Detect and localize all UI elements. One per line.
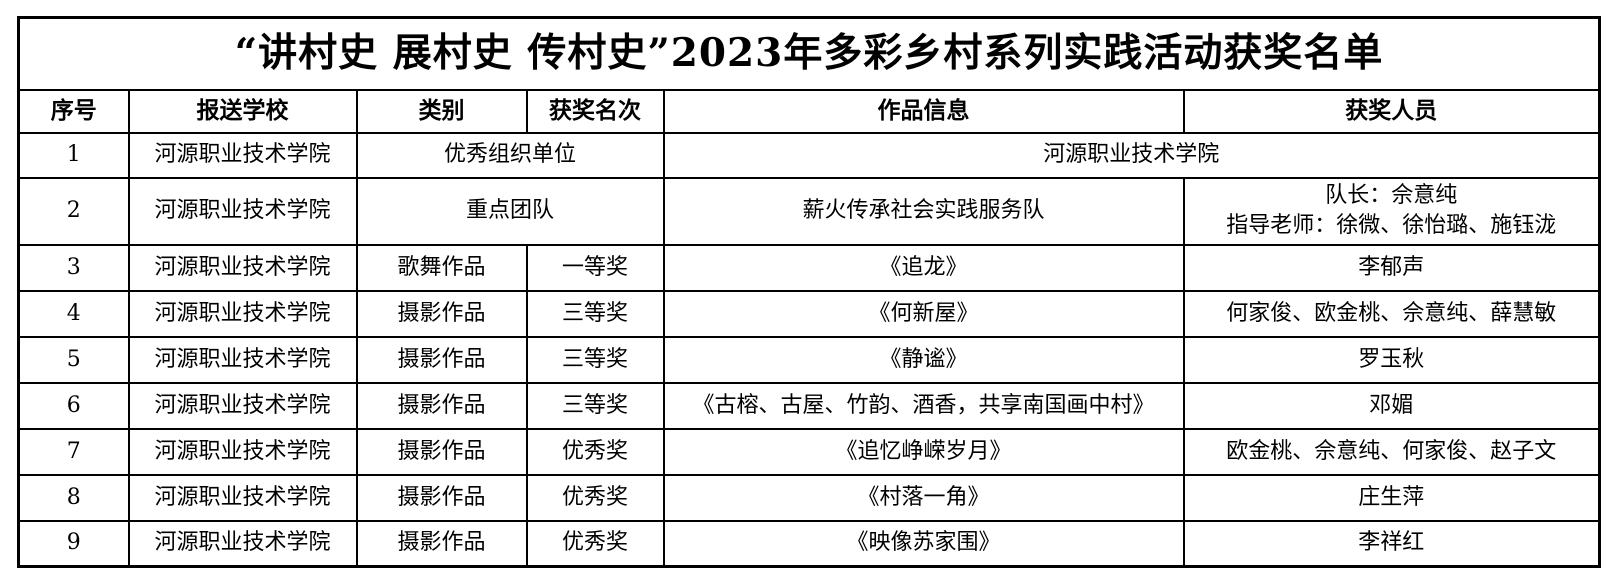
cell-serial: 5	[17, 335, 130, 384]
cell-work: 《追龙》	[662, 243, 1185, 292]
table-row: 7 河源职业技术学院 摄影作品 优秀奖 《追忆峥嵘岁月》 欧金桃、佘意纯、何家俊、赵子文	[17, 427, 1601, 476]
cell-category: 摄影作品	[355, 289, 528, 338]
cell-work: 河源职业技术学院	[662, 131, 1601, 179]
cell-rank: 优秀奖	[525, 427, 665, 476]
cell-rank: 优秀奖	[525, 473, 665, 522]
cell-school: 河源职业技术学院	[127, 289, 358, 338]
cell-rank: 三等奖	[525, 289, 665, 338]
cell-category: 摄影作品	[355, 335, 528, 384]
cell-awardees: 罗玉秋	[1182, 335, 1601, 384]
cell-work: 《古榕、古屋、竹韵、酒香，共享南国画中村》	[662, 381, 1185, 430]
cell-category: 歌舞作品	[355, 243, 528, 292]
cell-category: 摄影作品	[355, 473, 528, 522]
cell-school: 河源职业技术学院	[127, 335, 358, 384]
cell-rank: 三等奖	[525, 335, 665, 384]
column-header-rank: 获奖名次	[525, 88, 665, 134]
cell-serial: 3	[17, 243, 130, 292]
cell-category: 优秀组织单位	[355, 131, 665, 179]
cell-awardees: 邓媚	[1182, 381, 1601, 430]
column-header-serial: 序号	[17, 88, 130, 134]
column-header-category: 类别	[355, 88, 528, 134]
cell-work: 《村落一角》	[662, 473, 1185, 522]
cell-serial: 8	[17, 473, 130, 522]
cell-work: 《何新屋》	[662, 289, 1185, 338]
cell-awardees: 队长：佘意纯 指导老师：徐微、徐怡璐、施钰泷	[1182, 176, 1601, 246]
cell-school: 河源职业技术学院	[127, 176, 358, 246]
cell-awardees: 李祥红	[1182, 519, 1601, 568]
cell-serial: 6	[17, 381, 130, 430]
table-body: 1 河源职业技术学院 优秀组织单位 河源职业技术学院 2 河源职业技术学院 重点团队 薪火传承…	[17, 131, 1601, 568]
cell-category: 摄影作品	[355, 427, 528, 476]
column-header-school: 报送学校	[127, 88, 358, 134]
cell-awardees: 庄生萍	[1182, 473, 1601, 522]
cell-awardees: 李郁声	[1182, 243, 1601, 292]
cell-work: 《追忆峥嵘岁月》	[662, 427, 1185, 476]
table-row: 6 河源职业技术学院 摄影作品 三等奖 《古榕、古屋、竹韵、酒香，共享南国画中村》 邓媚	[17, 381, 1601, 430]
cell-serial: 4	[17, 289, 130, 338]
table-row: 5 河源职业技术学院 摄影作品 三等奖 《静谧》 罗玉秋	[17, 335, 1601, 384]
table-row: 9 河源职业技术学院 摄影作品 优秀奖 《映像苏家围》 李祥红	[17, 519, 1601, 568]
awards-table: “讲村史 展村史 传村史”2023年多彩乡村系列实践活动获奖名单 序号 报送学校…	[17, 16, 1602, 568]
cell-category: 摄影作品	[355, 381, 528, 430]
cell-serial: 9	[17, 519, 130, 568]
cell-school: 河源职业技术学院	[127, 519, 358, 568]
table-title: “讲村史 展村史 传村史”2023年多彩乡村系列实践活动获奖名单	[17, 16, 1601, 91]
cell-school: 河源职业技术学院	[127, 243, 358, 292]
table-row: 2 河源职业技术学院 重点团队 薪火传承社会实践服务队 队长：佘意纯 指导老师：徐微、徐…	[17, 176, 1601, 246]
cell-awardees: 欧金桃、佘意纯、何家俊、赵子文	[1182, 427, 1601, 476]
cell-category: 摄影作品	[355, 519, 528, 568]
title-row: “讲村史 展村史 传村史”2023年多彩乡村系列实践活动获奖名单	[17, 16, 1601, 91]
table-row: 3 河源职业技术学院 歌舞作品 一等奖 《追龙》 李郁声	[17, 243, 1601, 292]
cell-serial: 2	[17, 176, 130, 246]
cell-school: 河源职业技术学院	[127, 131, 358, 179]
header-row: 序号 报送学校 类别 获奖名次 作品信息 获奖人员	[17, 88, 1601, 134]
cell-serial: 1	[17, 131, 130, 179]
table-row: 1 河源职业技术学院 优秀组织单位 河源职业技术学院	[17, 131, 1601, 179]
cell-category: 重点团队	[355, 176, 665, 246]
cell-work: 薪火传承社会实践服务队	[662, 176, 1185, 246]
cell-work: 《静谧》	[662, 335, 1185, 384]
column-header-work: 作品信息	[662, 88, 1185, 134]
table-row: 4 河源职业技术学院 摄影作品 三等奖 《何新屋》 何家俊、欧金桃、佘意纯、薛慧敏	[17, 289, 1601, 338]
table-row: 8 河源职业技术学院 摄影作品 优秀奖 《村落一角》 庄生萍	[17, 473, 1601, 522]
column-header-awardee: 获奖人员	[1182, 88, 1601, 134]
cell-awardees: 何家俊、欧金桃、佘意纯、薛慧敏	[1182, 289, 1601, 338]
cell-rank: 一等奖	[525, 243, 665, 292]
cell-school: 河源职业技术学院	[127, 427, 358, 476]
cell-rank: 三等奖	[525, 381, 665, 430]
cell-serial: 7	[17, 427, 130, 476]
cell-work: 《映像苏家围》	[662, 519, 1185, 568]
cell-school: 河源职业技术学院	[127, 473, 358, 522]
cell-school: 河源职业技术学院	[127, 381, 358, 430]
awards-table-container: “讲村史 展村史 传村史”2023年多彩乡村系列实践活动获奖名单 序号 报送学校…	[17, 16, 1602, 568]
cell-rank: 优秀奖	[525, 519, 665, 568]
